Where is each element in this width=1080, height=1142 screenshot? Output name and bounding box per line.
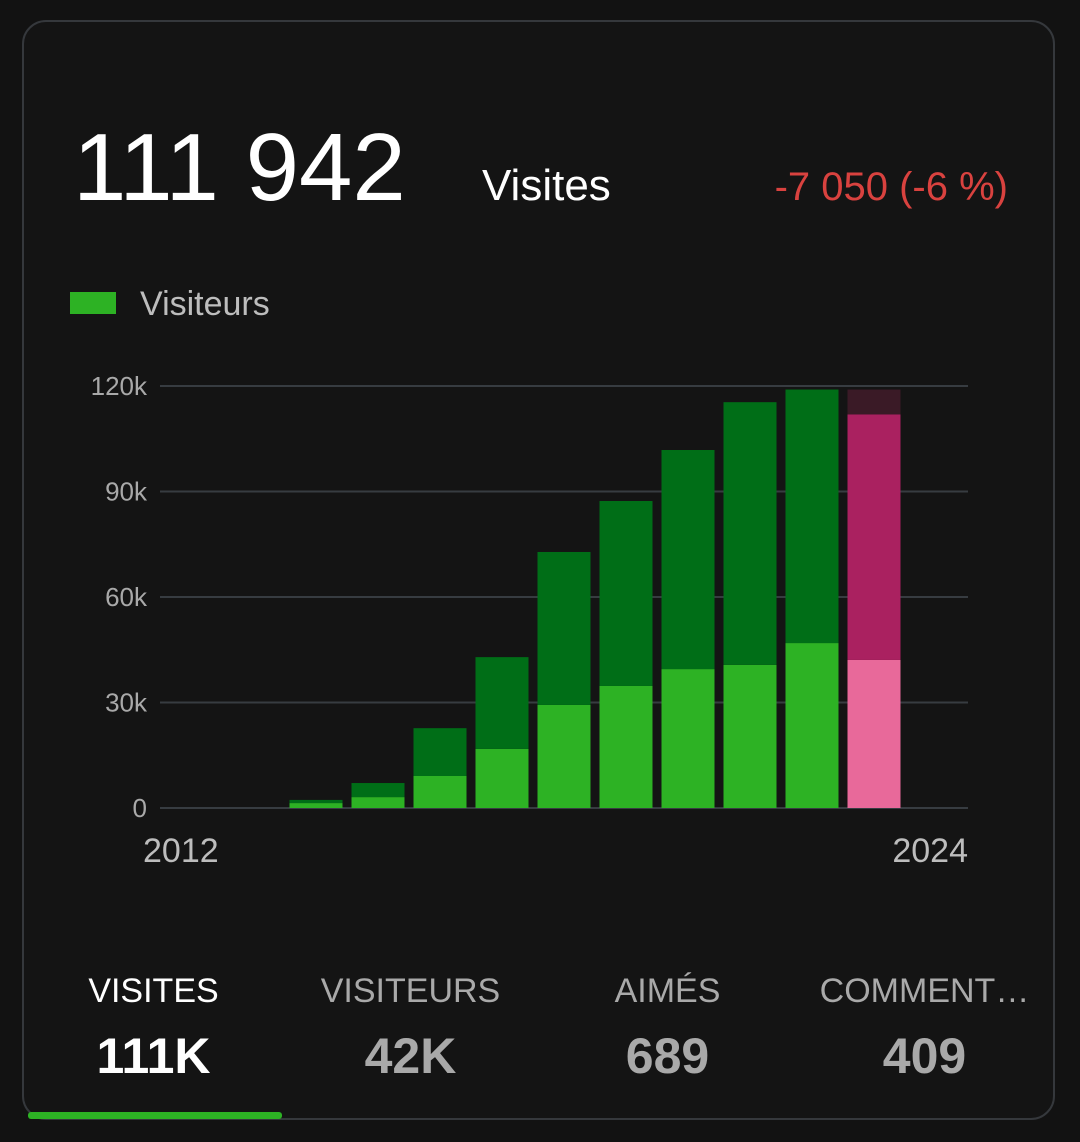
bar-segment (537, 704, 591, 808)
tab[interactable]: VISITES 111K (25, 960, 282, 1120)
bar-segment (661, 669, 715, 808)
bar-segment (847, 389, 901, 415)
chart: 111 942 Visites -7 050 (-6 %) 0 30k 60k 90k… (70, 114, 1008, 870)
bar-segment (537, 551, 591, 705)
x-tick-label: 2012 (143, 832, 219, 870)
bar-segment (289, 799, 343, 804)
bar-segment (723, 664, 777, 808)
tab-value: 111K (96, 1028, 211, 1084)
y-tick-label: 0 (133, 793, 147, 823)
legend-swatch (70, 292, 116, 314)
tab[interactable]: VISITEURS 42K (282, 960, 539, 1120)
y-tick-label: 30k (105, 688, 148, 718)
bar-segment (413, 728, 467, 776)
tab-value: 689 (625, 1028, 710, 1084)
tabs: VISITES 111K VISITEURS 42K AIMÉS 689 COMMENT… 4… (25, 960, 1055, 1120)
bar-segment (413, 775, 467, 808)
bar-segment (351, 783, 405, 798)
tab-value: 42K (364, 1028, 457, 1084)
bar-segment (351, 797, 405, 808)
legend-label: Visiteurs (140, 285, 270, 323)
tab[interactable]: COMMENT… 409 (796, 960, 1053, 1120)
bar-segment (661, 450, 715, 670)
active-tab-indicator (28, 1112, 282, 1119)
bar-segment (723, 402, 777, 665)
bar-segment (785, 643, 839, 808)
tab[interactable]: AIMÉS 689 (539, 960, 796, 1120)
change: -7 050 (-6 %) (775, 165, 1008, 209)
bar-segment (785, 389, 839, 644)
unit: Visites (482, 161, 611, 210)
x-tick-label: 2024 (892, 832, 968, 870)
bar-segment (599, 500, 653, 686)
y-tick-label: 60k (105, 582, 148, 612)
bar-segment (847, 659, 901, 808)
y-tick-label: 90k (105, 477, 148, 507)
bar-segment (847, 414, 901, 660)
bar-segment (475, 657, 529, 749)
bar-segment (475, 748, 529, 808)
tab-value: 409 (882, 1028, 967, 1084)
tab-title: AIMÉS (614, 972, 721, 1010)
tab-title: COMMENT… (819, 972, 1030, 1010)
tab-title: VISITES (88, 972, 219, 1010)
bar-segment (289, 803, 343, 808)
bar-segment (599, 685, 653, 808)
total: 111 942 (73, 114, 406, 221)
tab-title: VISITEURS (320, 972, 501, 1010)
y-tick-label: 120k (91, 371, 148, 401)
